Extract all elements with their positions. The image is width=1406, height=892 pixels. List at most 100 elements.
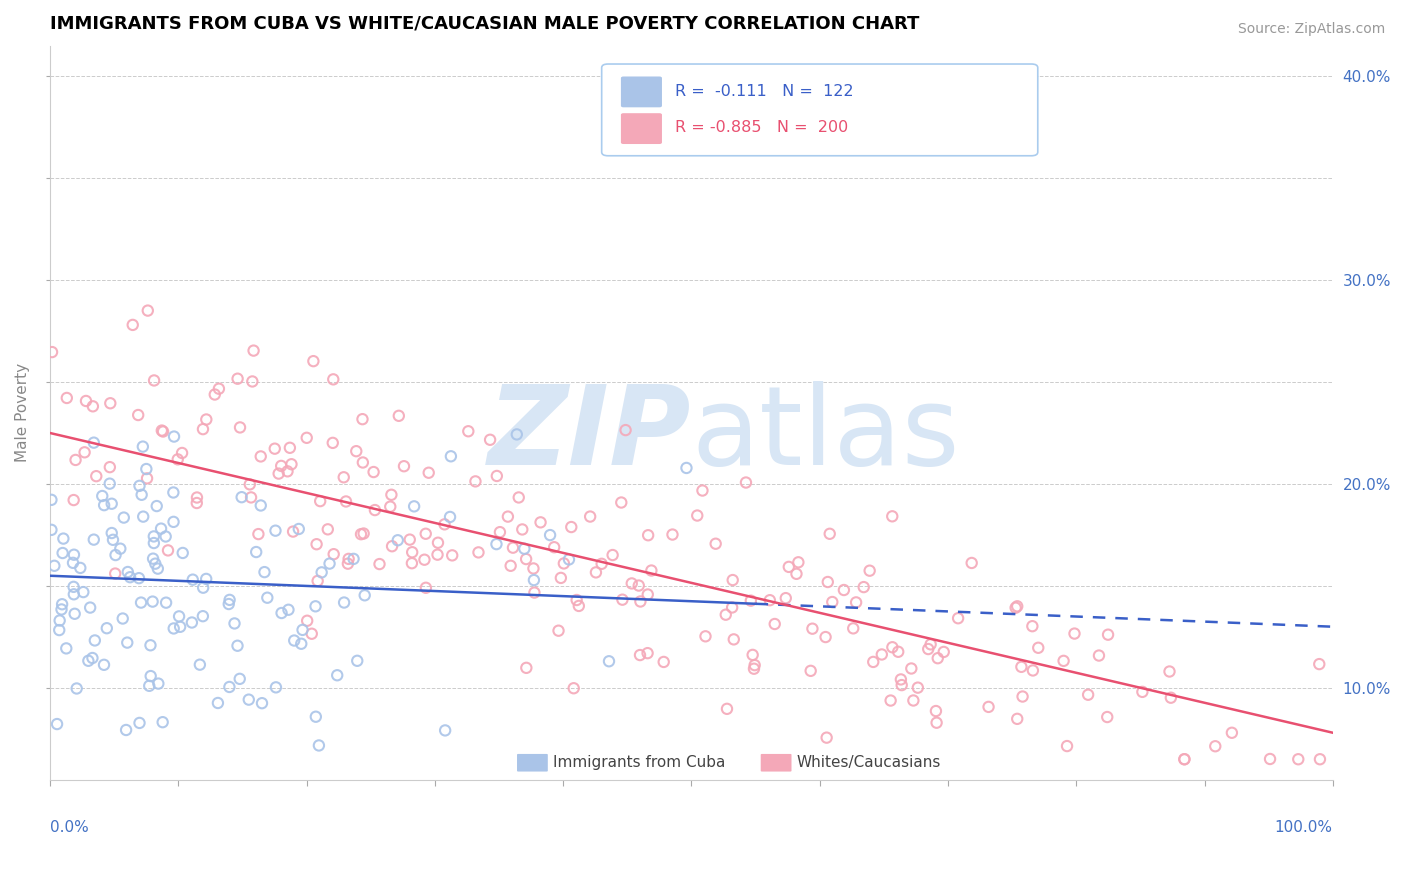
Point bbox=[77, 654, 100, 668]
Point bbox=[627, 578, 650, 592]
Point bbox=[602, 548, 624, 562]
Point bbox=[138, 679, 160, 693]
Text: Immigrants from Cuba: Immigrants from Cuba bbox=[553, 756, 725, 771]
Text: ZIP: ZIP bbox=[488, 381, 692, 488]
Point bbox=[121, 318, 143, 332]
Point bbox=[513, 541, 536, 556]
Point bbox=[240, 491, 263, 505]
Point bbox=[598, 654, 620, 668]
Point bbox=[326, 668, 349, 682]
Point bbox=[146, 561, 169, 575]
Point bbox=[48, 623, 70, 637]
Point bbox=[115, 723, 138, 737]
Point bbox=[186, 496, 208, 510]
Point bbox=[925, 704, 948, 718]
Point bbox=[110, 541, 132, 556]
Point bbox=[264, 524, 287, 538]
Point bbox=[1132, 685, 1154, 699]
Point bbox=[814, 630, 837, 644]
Point bbox=[721, 573, 744, 587]
Point bbox=[288, 522, 311, 536]
Point bbox=[309, 494, 332, 508]
Point bbox=[508, 491, 530, 505]
Point bbox=[226, 372, 249, 386]
Point bbox=[51, 597, 73, 611]
Point bbox=[242, 343, 264, 358]
Point bbox=[735, 475, 758, 490]
Point bbox=[218, 680, 240, 694]
Point bbox=[522, 561, 544, 575]
Point bbox=[692, 483, 714, 498]
Point bbox=[560, 520, 582, 534]
Point bbox=[778, 560, 800, 574]
Point bbox=[281, 524, 304, 539]
Point bbox=[1159, 665, 1181, 679]
Point bbox=[775, 591, 797, 606]
Point bbox=[506, 427, 529, 442]
Point bbox=[523, 585, 546, 599]
Point bbox=[1077, 688, 1099, 702]
Point bbox=[529, 516, 551, 530]
Text: IMMIGRANTS FROM CUBA VS WHITE/CAUCASIAN MALE POVERTY CORRELATION CHART: IMMIGRANTS FROM CUBA VS WHITE/CAUCASIAN … bbox=[51, 15, 920, 33]
Text: R =  -0.111   N =  122: R = -0.111 N = 122 bbox=[675, 84, 853, 99]
Point bbox=[333, 595, 356, 609]
Point bbox=[82, 651, 104, 665]
Point bbox=[538, 528, 561, 542]
Point bbox=[162, 485, 184, 500]
Point bbox=[150, 424, 173, 438]
Point bbox=[496, 509, 519, 524]
Point bbox=[104, 548, 127, 562]
Point bbox=[136, 471, 159, 485]
Point bbox=[723, 632, 745, 647]
Point bbox=[278, 441, 301, 455]
Point bbox=[1005, 712, 1028, 726]
Point bbox=[364, 503, 387, 517]
Point bbox=[568, 599, 591, 613]
Point bbox=[96, 621, 118, 635]
Point bbox=[401, 556, 423, 570]
Point bbox=[55, 641, 77, 656]
Point bbox=[75, 394, 97, 409]
Point bbox=[661, 527, 683, 541]
Point bbox=[162, 515, 184, 529]
Point bbox=[686, 508, 709, 523]
Point bbox=[510, 523, 533, 537]
Point bbox=[93, 657, 115, 672]
Point bbox=[1173, 752, 1195, 766]
Point bbox=[239, 477, 262, 491]
Point bbox=[344, 444, 367, 458]
Point bbox=[467, 545, 489, 559]
Point bbox=[852, 580, 875, 594]
Point bbox=[614, 423, 637, 437]
Point bbox=[143, 374, 166, 388]
Point bbox=[547, 624, 569, 638]
Point bbox=[322, 435, 344, 450]
Point bbox=[142, 551, 165, 566]
Point bbox=[610, 495, 633, 509]
Point bbox=[742, 662, 765, 676]
Point bbox=[900, 661, 922, 675]
Point bbox=[553, 557, 575, 571]
Point bbox=[433, 517, 456, 532]
Point bbox=[295, 614, 318, 628]
Point bbox=[1056, 739, 1078, 753]
FancyBboxPatch shape bbox=[602, 64, 1038, 156]
Point bbox=[48, 614, 70, 628]
FancyBboxPatch shape bbox=[517, 754, 548, 772]
Point bbox=[291, 623, 314, 637]
Point bbox=[363, 465, 385, 479]
Point bbox=[879, 693, 901, 707]
Point bbox=[63, 587, 86, 601]
Point bbox=[132, 509, 155, 524]
Point bbox=[716, 702, 738, 716]
Point bbox=[308, 739, 330, 753]
Point bbox=[136, 303, 159, 318]
Point bbox=[142, 536, 165, 550]
Point bbox=[1173, 752, 1195, 766]
Point bbox=[859, 564, 882, 578]
Point bbox=[920, 637, 942, 651]
Point bbox=[270, 606, 292, 620]
Point bbox=[112, 510, 135, 524]
Point bbox=[128, 715, 150, 730]
Point bbox=[283, 633, 305, 648]
